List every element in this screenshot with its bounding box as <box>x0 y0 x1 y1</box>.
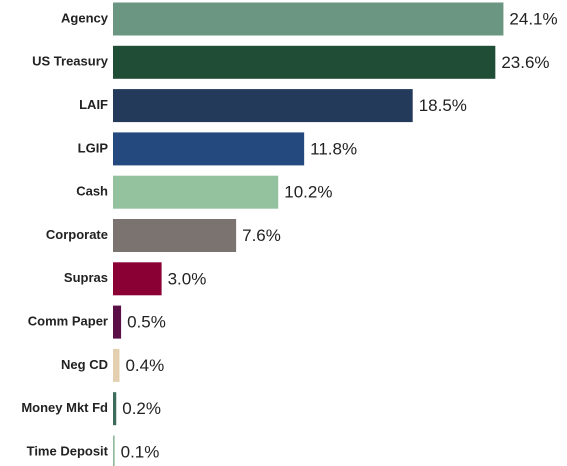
category-label: US Treasury <box>32 54 109 69</box>
value-label: 0.5% <box>127 313 166 332</box>
category-label: Money Mkt Fd <box>21 400 108 415</box>
value-label: 11.8% <box>310 139 357 158</box>
category-label: Comm Paper <box>28 314 108 329</box>
bar <box>113 219 237 252</box>
category-label: Neg CD <box>61 357 108 372</box>
bar <box>113 348 120 382</box>
bar <box>113 435 115 466</box>
bar <box>113 262 162 296</box>
category-label: LAIF <box>79 97 108 112</box>
category-label: Supras <box>64 270 108 285</box>
category-label: Corporate <box>46 227 108 242</box>
value-label: 18.5% <box>419 96 467 115</box>
value-label: 0.2% <box>122 399 161 418</box>
bar <box>113 132 305 166</box>
value-label: 7.6% <box>242 226 281 245</box>
category-label: LGIP <box>78 140 109 155</box>
value-label: 23.6% <box>501 53 549 72</box>
value-label: 24.1% <box>509 9 557 28</box>
value-label: 0.4% <box>125 356 164 375</box>
bar <box>113 175 279 209</box>
value-label: 0.1% <box>121 442 160 461</box>
bar <box>113 45 496 79</box>
value-label: 3.0% <box>168 269 207 288</box>
bar <box>113 392 117 426</box>
category-label: Time Deposit <box>27 443 109 458</box>
bar <box>113 305 122 339</box>
bar <box>113 89 413 123</box>
category-label: Cash <box>76 184 108 199</box>
value-label: 10.2% <box>284 183 332 202</box>
category-label: Agency <box>61 10 109 25</box>
bar <box>113 2 504 36</box>
